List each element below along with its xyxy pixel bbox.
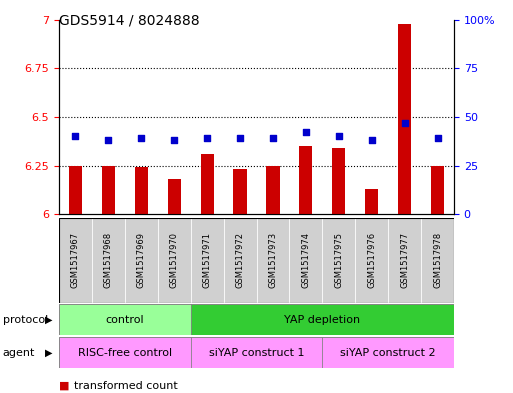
- Text: agent: agent: [3, 347, 35, 358]
- Bar: [102, 165, 115, 214]
- Text: GSM1517976: GSM1517976: [367, 232, 376, 288]
- Text: GSM1517974: GSM1517974: [301, 232, 310, 288]
- Point: [170, 137, 179, 143]
- Bar: [201, 154, 214, 214]
- Bar: [398, 24, 411, 214]
- Bar: [92, 218, 125, 303]
- Bar: [365, 189, 378, 214]
- Text: GSM1517973: GSM1517973: [268, 232, 278, 288]
- Bar: [168, 179, 181, 214]
- Point: [433, 135, 442, 141]
- Bar: [69, 165, 82, 214]
- Bar: [299, 146, 312, 214]
- Point: [368, 137, 376, 143]
- Text: GSM1517967: GSM1517967: [71, 232, 80, 288]
- Point: [71, 133, 80, 140]
- Point: [269, 135, 277, 141]
- Text: GSM1517978: GSM1517978: [433, 232, 442, 288]
- Point: [334, 133, 343, 140]
- Bar: [125, 218, 158, 303]
- Text: siYAP construct 2: siYAP construct 2: [340, 347, 436, 358]
- Text: GSM1517977: GSM1517977: [400, 232, 409, 288]
- Text: GSM1517975: GSM1517975: [334, 232, 343, 288]
- Bar: [158, 218, 191, 303]
- Point: [236, 135, 244, 141]
- Bar: [191, 337, 322, 368]
- Bar: [266, 165, 280, 214]
- Text: ▶: ▶: [45, 314, 53, 325]
- Bar: [256, 218, 289, 303]
- Text: GSM1517968: GSM1517968: [104, 232, 113, 288]
- Text: protocol: protocol: [3, 314, 48, 325]
- Bar: [421, 218, 454, 303]
- Text: GSM1517969: GSM1517969: [137, 232, 146, 288]
- Bar: [59, 337, 454, 368]
- Bar: [135, 167, 148, 214]
- Text: ▶: ▶: [45, 347, 53, 358]
- Bar: [322, 218, 355, 303]
- Bar: [191, 218, 224, 303]
- Text: GSM1517972: GSM1517972: [235, 232, 245, 288]
- Bar: [59, 218, 92, 303]
- Bar: [431, 165, 444, 214]
- Bar: [233, 169, 247, 214]
- Bar: [59, 304, 191, 335]
- Point: [137, 135, 145, 141]
- Bar: [224, 218, 256, 303]
- Text: control: control: [106, 314, 144, 325]
- Bar: [191, 304, 454, 335]
- Bar: [332, 148, 345, 214]
- Point: [203, 135, 211, 141]
- Text: YAP depletion: YAP depletion: [284, 314, 361, 325]
- Text: transformed count: transformed count: [74, 381, 178, 391]
- Text: GDS5914 / 8024888: GDS5914 / 8024888: [59, 14, 200, 28]
- Text: GSM1517971: GSM1517971: [203, 232, 212, 288]
- Point: [401, 119, 409, 126]
- Bar: [59, 337, 191, 368]
- Text: ■: ■: [59, 381, 73, 391]
- Bar: [322, 337, 454, 368]
- Bar: [59, 304, 454, 335]
- Point: [104, 137, 112, 143]
- Text: RISC-free control: RISC-free control: [78, 347, 172, 358]
- Text: siYAP construct 1: siYAP construct 1: [209, 347, 304, 358]
- Bar: [59, 218, 454, 303]
- Bar: [388, 218, 421, 303]
- Bar: [355, 218, 388, 303]
- Bar: [289, 218, 322, 303]
- Text: GSM1517970: GSM1517970: [170, 232, 179, 288]
- Point: [302, 129, 310, 136]
